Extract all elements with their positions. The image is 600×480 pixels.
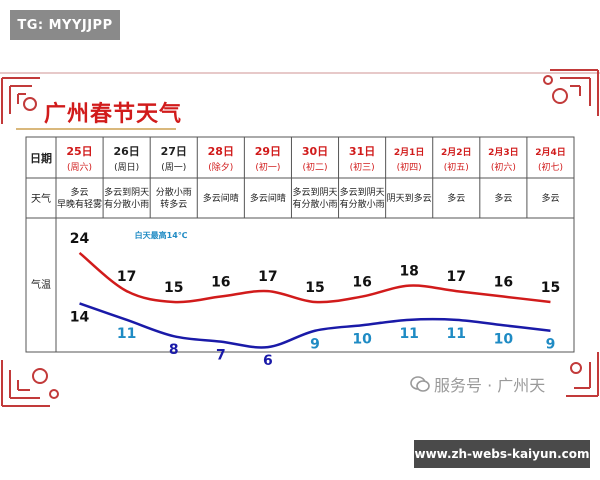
weather-label: 分散小雨: [156, 186, 192, 198]
low-temp-label: 7: [216, 348, 226, 364]
weather-label: 多云到阴天: [292, 186, 337, 198]
row-label-weather: 天气: [31, 192, 51, 205]
date-label: 25日: [66, 145, 92, 158]
date-sublabel: (初一): [255, 161, 280, 173]
high-temp-label: 16: [352, 275, 371, 291]
high-temp-line: [78, 251, 551, 304]
page-title: 广州春节天气: [44, 102, 183, 127]
weather-label: 有分散小雨: [292, 198, 337, 210]
date-sublabel: (除夕): [208, 161, 233, 173]
weather-label: 早晚有轻雾: [57, 198, 102, 210]
weather-label: 阴天到多云: [387, 192, 432, 204]
row-label-temp: 气温: [31, 278, 51, 291]
weather-label: 多云: [494, 192, 512, 204]
corner-ornament-bottom-left: [1, 360, 59, 407]
weather-label: 多云到阴天: [104, 186, 149, 198]
date-sublabel: (初六): [491, 161, 516, 173]
low-temp-line: [79, 302, 551, 349]
low-temp-label: 9: [546, 337, 556, 353]
date-sublabel: (初四): [397, 161, 422, 173]
wechat-icon: [410, 376, 430, 392]
low-temp-label: 14: [70, 309, 90, 325]
date-label: 26日: [113, 145, 139, 158]
date-label: 28日: [208, 145, 234, 158]
date-sublabel: (初二): [302, 161, 327, 173]
high-temp-label: 15: [164, 280, 183, 296]
account-credit-text: 服务号 · 广州天: [434, 376, 546, 395]
high-temp-label: 24: [70, 231, 90, 247]
low-temp-label: 8: [169, 342, 179, 358]
weather-label: 有分散小雨: [340, 198, 385, 210]
date-label: 30日: [302, 145, 328, 158]
high-temp-label: 15: [541, 280, 560, 296]
table-border: [25, 136, 575, 353]
weather-label: 多云到阴天: [340, 186, 385, 198]
weather-label: 多云: [541, 192, 559, 204]
low-temp-label: 6: [263, 353, 273, 369]
date-label: 2月2日: [441, 147, 472, 158]
row-label-date: 日期: [30, 151, 52, 165]
top-watermark: TG: MYYJJPP: [10, 10, 120, 40]
low-temp-label: 11: [447, 326, 466, 342]
low-temp-label: 10: [494, 331, 514, 347]
weather-label: 多云: [447, 192, 465, 204]
date-label: 2月4日: [535, 147, 566, 158]
low-temp-label: 9: [310, 337, 320, 353]
high-temp-label: 16: [211, 275, 230, 291]
chart-annotation: 白天最高14℃: [135, 230, 188, 240]
high-temp-label: 15: [305, 280, 324, 296]
corner-ornament-bottom-right: [566, 352, 599, 397]
date-sublabel: (初五): [444, 161, 469, 173]
weather-label: 多云间晴: [203, 192, 239, 204]
date-label: 29日: [255, 145, 281, 158]
weather-label: 多云: [71, 186, 89, 198]
date-label: 2月3日: [488, 147, 519, 158]
low-temp-label: 11: [399, 326, 418, 342]
low-temp-label: 10: [352, 331, 372, 347]
bottom-watermark: www.zh-webs-kaiyun.com: [414, 440, 590, 468]
date-sublabel: (初七): [538, 161, 563, 173]
date-sublabel: (周六): [67, 161, 92, 173]
weather-label: 转多云: [160, 198, 187, 210]
weather-label: 有分散小雨: [104, 198, 149, 210]
high-temp-label: 17: [117, 269, 136, 285]
weather-label: 多云间晴: [250, 192, 286, 204]
account-credit: 服务号 · 广州天: [410, 372, 545, 396]
date-sublabel: (周一): [161, 162, 186, 173]
date-sublabel: (周日): [114, 162, 139, 173]
date-label: 31日: [349, 145, 375, 158]
high-temp-label: 16: [494, 275, 513, 291]
corner-ornament-top-left: [1, 77, 40, 124]
title-underline: [16, 128, 176, 130]
date-label: 2月1日: [394, 147, 425, 158]
high-temp-label: 17: [447, 269, 466, 285]
high-temp-label: 17: [258, 269, 277, 285]
high-temp-label: 18: [399, 264, 418, 280]
low-temp-label: 11: [117, 326, 136, 342]
date-sublabel: (初三): [350, 161, 375, 173]
date-label: 27日: [161, 145, 187, 158]
corner-ornament-top-right: [543, 69, 599, 116]
